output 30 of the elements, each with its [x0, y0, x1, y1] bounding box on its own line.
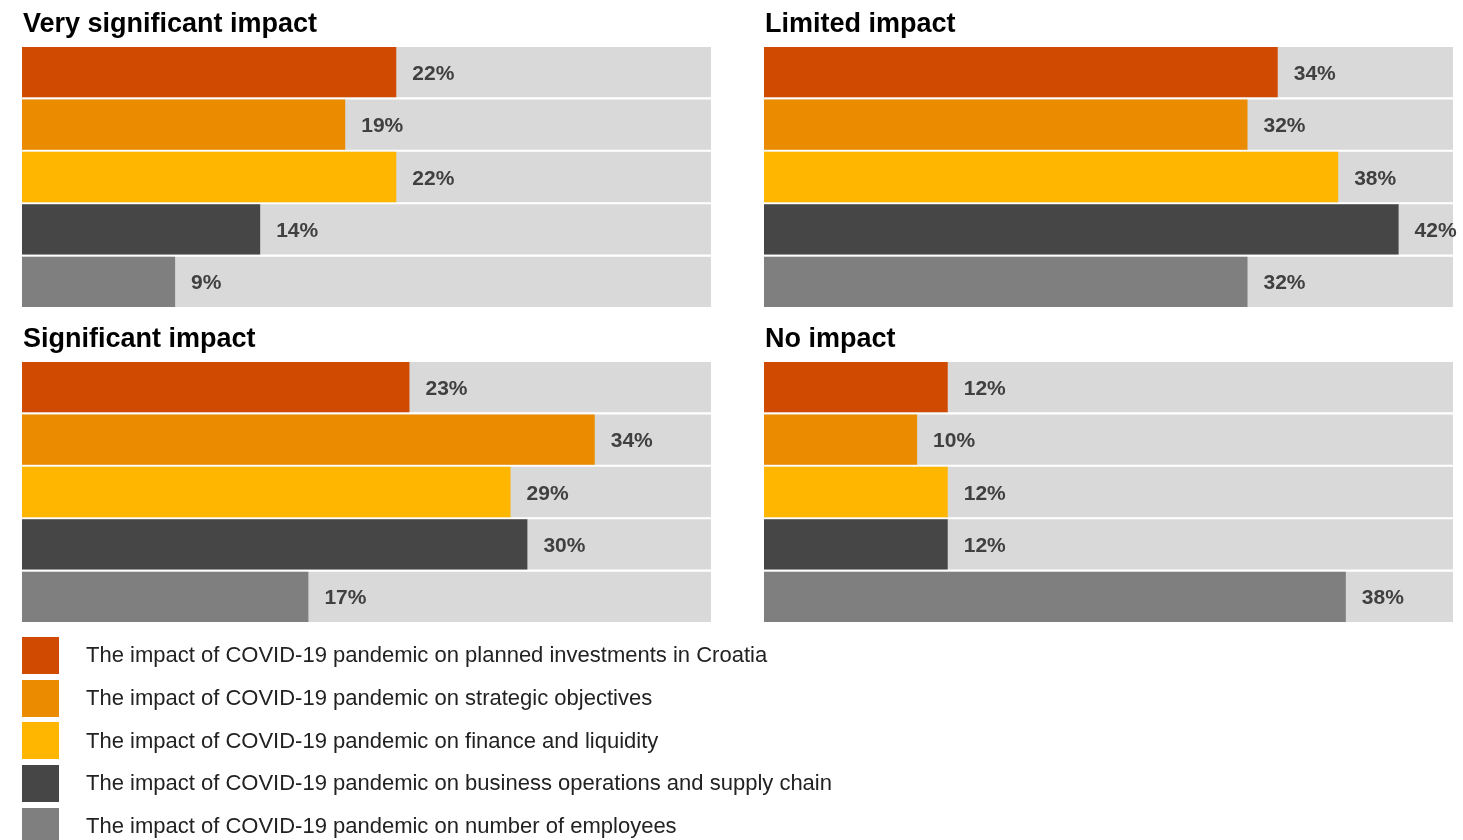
- data-label: 12%: [963, 480, 1007, 504]
- data-label: 12%: [963, 532, 1007, 556]
- bar: [22, 256, 176, 307]
- data-label: 23%: [425, 375, 468, 399]
- category-label: The impact of COVID-19 pandemic on finance and liquidity: [86, 727, 659, 754]
- data-label: 32%: [1263, 270, 1306, 294]
- data-label: 12%: [963, 375, 1007, 399]
- data-label: 38%: [1361, 585, 1405, 609]
- chart-title: Significant impact: [23, 322, 256, 353]
- data-label: 9%: [191, 270, 222, 294]
- data-label: 34%: [610, 428, 654, 452]
- chart-title: Limited impact: [765, 7, 956, 38]
- data-label: 22%: [412, 165, 455, 189]
- data-label: 30%: [543, 532, 586, 556]
- data-label: 17%: [324, 585, 367, 609]
- category-label: The impact of COVID-19 pandemic on business operations and supply chain: [86, 770, 832, 797]
- category-label: The impact of COVID-19 pandemic on number of employees: [86, 813, 677, 840]
- data-label: 38%: [1354, 165, 1397, 189]
- chart-title: Very significant impact: [23, 7, 318, 38]
- data-label: 19%: [361, 113, 404, 137]
- chart-title: No impact: [765, 322, 896, 353]
- category-label: The impact of COVID-19 pandemic on strategic objectives: [86, 685, 653, 712]
- data-label: 29%: [526, 480, 569, 504]
- category-label: The impact of COVID-19 pandemic on planned investments in Croatia: [86, 642, 768, 669]
- data-label: 42%: [1414, 217, 1457, 241]
- data-label: 34%: [1293, 60, 1337, 84]
- data-label: 14%: [276, 217, 319, 241]
- data-label: 32%: [1263, 113, 1306, 137]
- data-label: 22%: [412, 60, 455, 84]
- data-label: 10%: [933, 428, 976, 452]
